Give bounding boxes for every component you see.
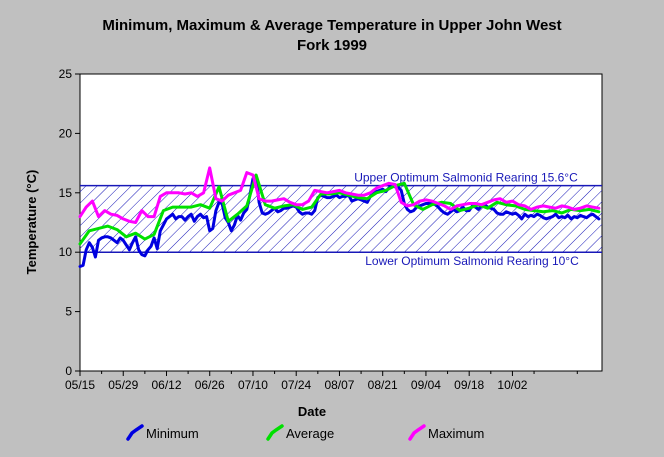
x-tick-label: 09/04: [411, 378, 441, 392]
y-tick-label: 5: [65, 305, 72, 319]
chart-title-line-1: Minimum, Maximum & Average Temperature i…: [102, 17, 561, 34]
x-axis-title: Date: [298, 404, 326, 419]
legend: Minimum Average Maximum: [126, 424, 484, 441]
x-tick-label: 05/29: [108, 378, 138, 392]
y-tick-label: 10: [59, 245, 73, 259]
legend-label-minimum: Minimum: [146, 426, 199, 441]
legend-label-maximum: Maximum: [428, 426, 484, 441]
x-axis: 05/15 05/29 06/12 06/26 07/10 07/24 08/07 08/21…: [65, 371, 578, 392]
x-tick-label: 06/26: [195, 378, 225, 392]
series-line-average: [78, 173, 601, 246]
y-tick-label: 0: [65, 364, 72, 378]
legend-swatch-maximum: [408, 424, 426, 441]
x-tick-label: 07/24: [281, 378, 311, 392]
legend-swatch-average: [266, 424, 284, 441]
y-tick-label: 25: [59, 67, 73, 81]
y-tick-label: 15: [59, 186, 73, 200]
legend-label-average: Average: [286, 426, 334, 441]
series-line-maximum: [78, 166, 601, 224]
x-tick-label: 09/18: [454, 378, 484, 392]
x-tick-label: 08/07: [324, 378, 354, 392]
series-lines: [78, 166, 601, 268]
legend-swatch-minimum: [126, 424, 144, 441]
series-line-minimum: [78, 175, 601, 268]
x-tick-label: 10/02: [497, 378, 527, 392]
x-tick-label: 06/12: [151, 378, 181, 392]
y-axis: 0 5 10 15 20 25: [59, 67, 80, 378]
band-lower-label: Lower Optimum Salmonid Rearing 10°C: [365, 254, 579, 268]
x-tick-label: 07/10: [238, 378, 268, 392]
x-tick-label: 08/21: [368, 378, 398, 392]
y-tick-label: 20: [59, 126, 73, 140]
x-tick-label: 05/15: [65, 378, 95, 392]
chart-title-line-2: Fork 1999: [297, 37, 367, 54]
band-upper-label: Upper Optimum Salmonid Rearing 15.6°C: [354, 171, 578, 185]
y-axis-title: Temperature (°C): [24, 170, 39, 275]
